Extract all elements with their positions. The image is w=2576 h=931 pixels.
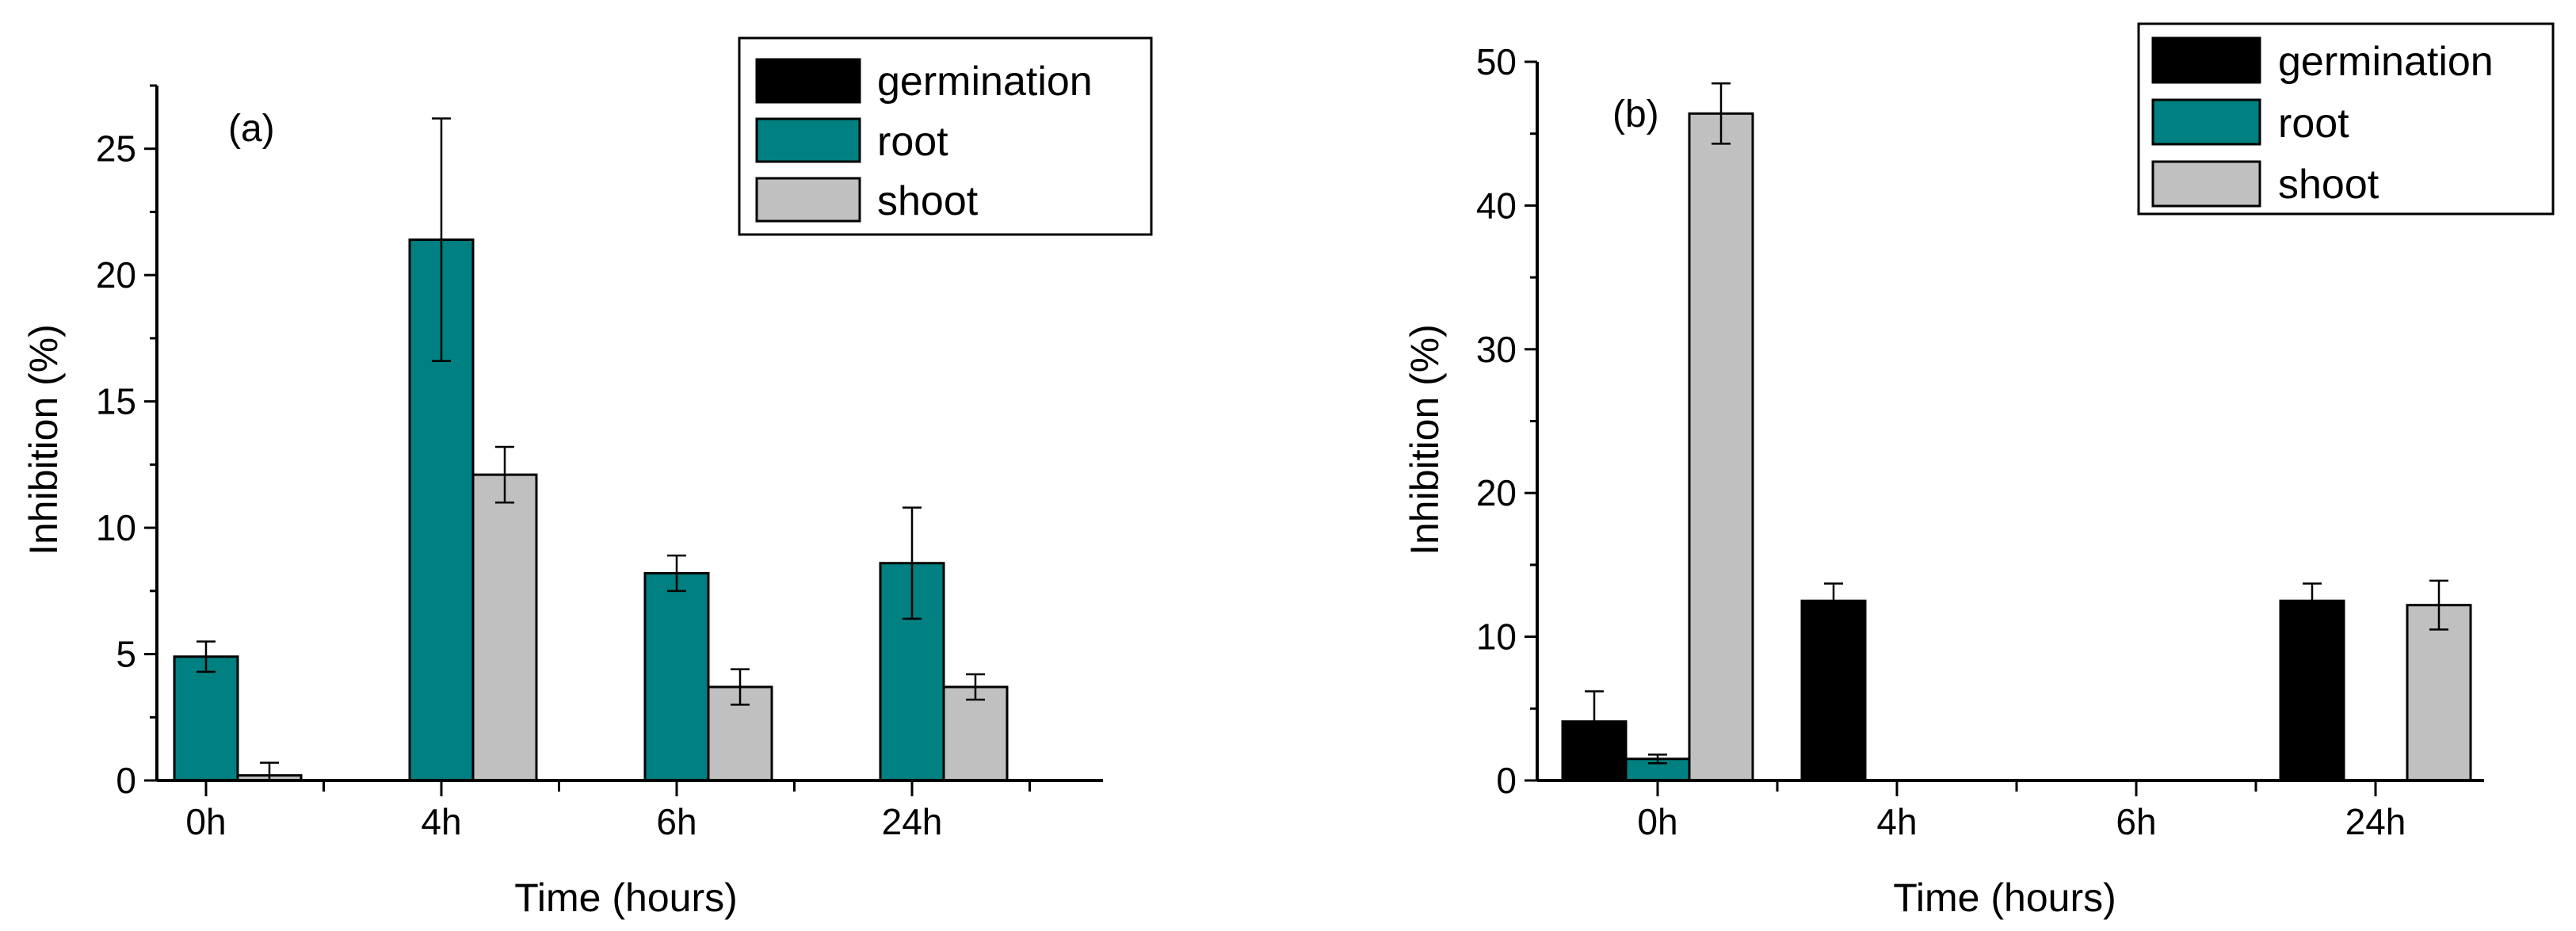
y-tick-label: 10	[96, 507, 136, 548]
legend-swatch-shoot	[2151, 160, 2261, 208]
error-bar-root-4h	[432, 117, 451, 362]
y-tick-label: 30	[1476, 329, 1517, 370]
panel-label-a: (a)	[228, 108, 275, 150]
y-tick-label: 15	[96, 381, 136, 422]
legend-swatch-germination	[755, 58, 861, 104]
x-axis-title-a: Time (hours)	[514, 876, 738, 920]
bars-panel-a	[173, 238, 1009, 782]
legend-label-shoot: shoot	[2278, 162, 2379, 208]
legend-swatch-root	[2151, 98, 2261, 146]
error-bar-shoot-24h	[966, 673, 985, 701]
x-tick-label-4h: 4h	[421, 801, 461, 842]
error-bar-germination-24h	[2303, 582, 2322, 620]
bar-shoot-24h	[942, 685, 1009, 782]
x-tick-label-24h: 24h	[882, 801, 943, 842]
x-tick-label-4h: 4h	[1876, 801, 1917, 842]
y-tick-label: 20	[1476, 472, 1517, 513]
legend-label-root: root	[877, 119, 948, 165]
bar-shoot-4h	[471, 473, 538, 782]
y-axis-title-a: Inhibition (%)	[21, 324, 66, 555]
y-axis-title-b: Inhibition (%)	[1402, 324, 1447, 555]
legend-label-root: root	[2278, 101, 2349, 147]
x-tick-label-6h: 6h	[2116, 801, 2156, 842]
bars-panel-b	[1561, 112, 2472, 782]
y-tick-label: 20	[96, 254, 136, 296]
y-tick-labels-panel-a: 0 5 10 15 20 25	[96, 128, 136, 801]
bar-germination-4h	[1800, 599, 1867, 782]
y-tick-labels-panel-b: 0 10 20 30 40 50	[1476, 41, 1517, 801]
legend-a: germination root shoot	[738, 36, 1153, 236]
legend-swatch-shoot	[755, 177, 861, 223]
y-tick-label: 0	[116, 760, 136, 801]
error-bar-root-24h	[903, 506, 922, 620]
error-bar-shoot-24h	[2429, 579, 2448, 631]
bar-germination-24h	[2279, 599, 2345, 782]
error-bar-shoot-4h	[495, 445, 514, 504]
error-bar-root-0h	[197, 640, 216, 673]
error-bar-root-6h	[667, 554, 686, 593]
y-tick-label: 0	[1496, 760, 1517, 801]
x-tick-label-0h: 0h	[1637, 801, 1677, 842]
legend-swatch-root	[755, 117, 861, 163]
panel-a: 0 5 10 15 20 25 0h 4h 6h 24h (a) Time (hours) In…	[21, 36, 1153, 920]
bar-shoot-0h	[1688, 112, 1754, 782]
x-tick-labels-panel-a: 0h 4h 6h 24h	[185, 801, 942, 842]
error-bars-panel-b	[1585, 82, 2448, 765]
bar-shoot-24h	[2406, 604, 2472, 782]
error-bar-germination-0h	[1585, 690, 1604, 753]
axes-panel-b	[1525, 60, 2484, 796]
panel-b: 0 10 20 30 40 50 0h 4h 6h 24h (b) Time (hours) I…	[1402, 22, 2555, 920]
x-tick-labels-panel-b: 0h 4h 6h 24h	[1637, 801, 2406, 842]
y-tick-label: 50	[1476, 41, 1517, 82]
bar-root-0h	[173, 655, 239, 782]
y-tick-label: 5	[116, 634, 136, 675]
legend-b: germination root shoot	[2137, 22, 2555, 216]
x-tick-label-6h: 6h	[656, 801, 696, 842]
error-bars-panel-a	[197, 117, 985, 782]
legend-label-germination: germination	[2278, 39, 2494, 85]
legend-label-germination: germination	[877, 59, 1093, 105]
legend-swatch-germination	[2151, 36, 2261, 84]
x-tick-label-24h: 24h	[2345, 801, 2406, 842]
y-tick-label: 25	[96, 128, 136, 170]
x-axis-title-b: Time (hours)	[1893, 876, 2116, 920]
axes-panel-a	[144, 84, 1103, 796]
x-tick-label-0h: 0h	[185, 801, 226, 842]
error-bar-shoot-6h	[731, 668, 750, 706]
y-tick-label: 10	[1476, 616, 1517, 658]
error-bar-root-0h	[1648, 754, 1667, 765]
error-bar-shoot-0h	[1712, 82, 1731, 145]
bar-root-6h	[643, 571, 710, 782]
panel-label-b: (b)	[1612, 93, 1659, 135]
y-tick-label: 40	[1476, 185, 1517, 226]
legend-label-shoot: shoot	[877, 178, 979, 224]
error-bar-germination-4h	[1824, 582, 1843, 620]
